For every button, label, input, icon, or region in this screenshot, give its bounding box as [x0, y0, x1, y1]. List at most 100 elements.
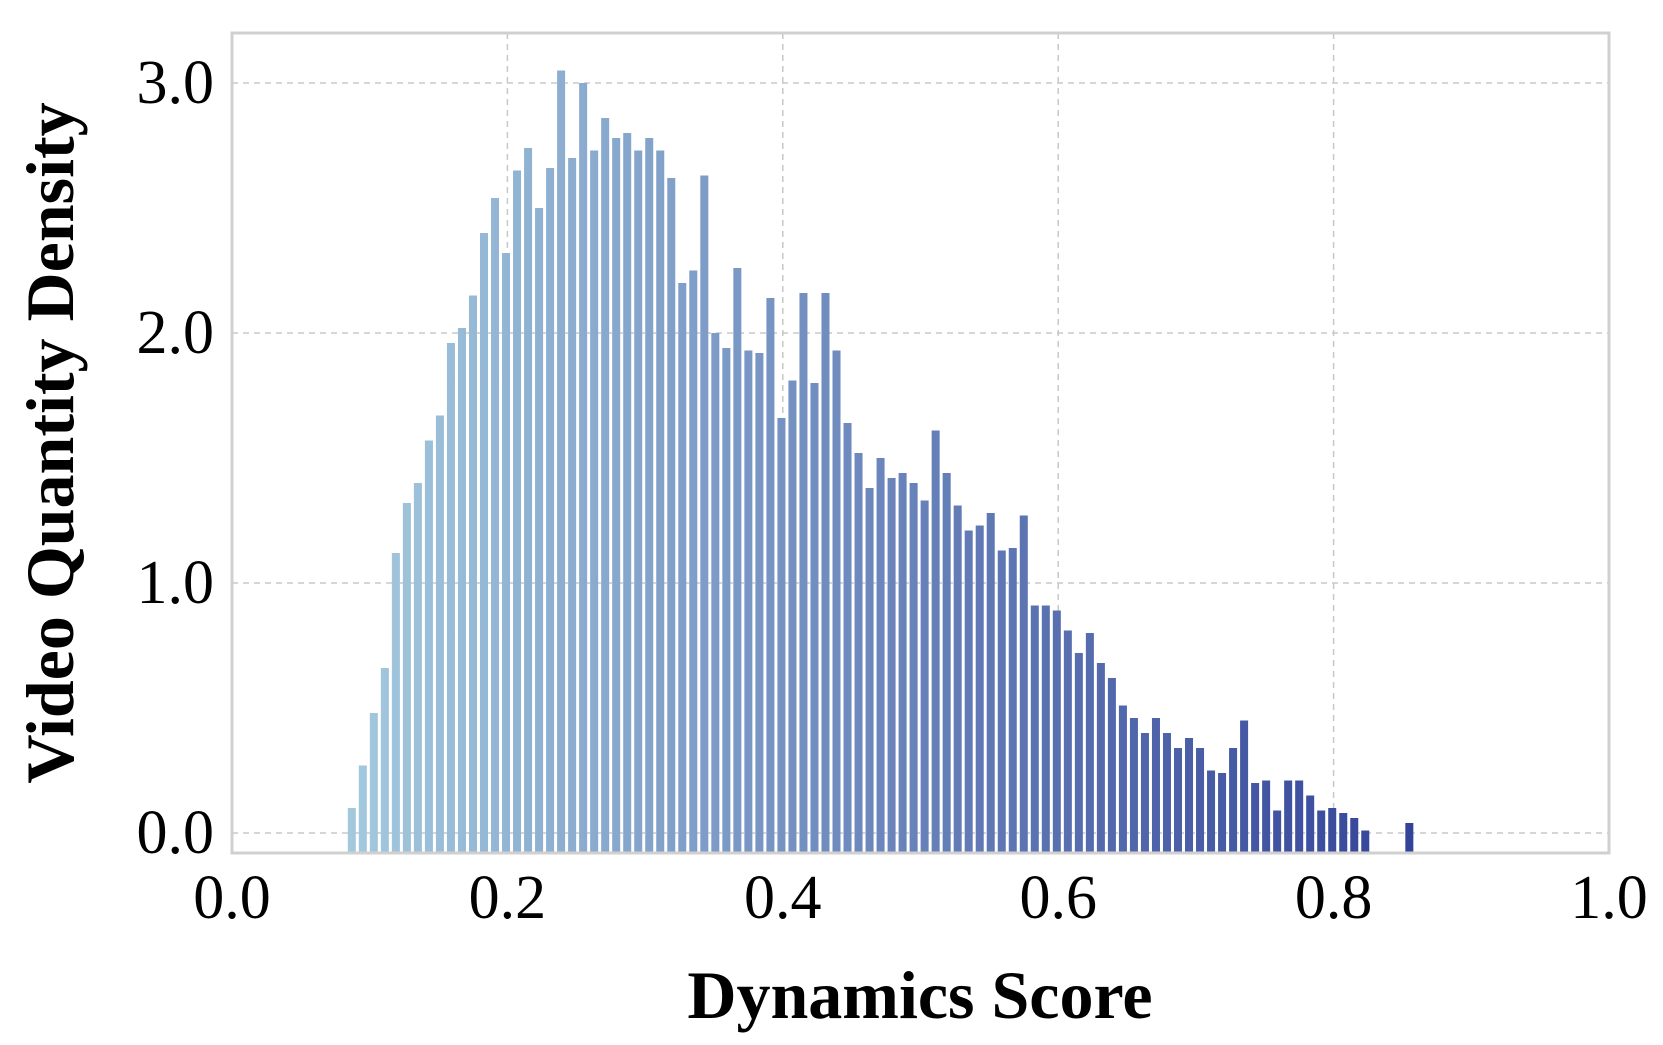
histogram-bar — [358, 765, 367, 853]
histogram-bar — [656, 150, 665, 853]
histogram-bar — [347, 808, 356, 853]
histogram-bar — [535, 208, 544, 853]
histogram-bar — [832, 350, 841, 853]
histogram-bar — [1273, 810, 1282, 853]
histogram-bar — [942, 473, 951, 853]
histogram-bar — [1030, 605, 1039, 853]
histogram-bar — [799, 293, 808, 853]
histogram-bar — [1162, 733, 1171, 853]
histogram-bar — [1129, 718, 1138, 853]
histogram-bar — [689, 270, 698, 853]
histogram-bar — [865, 488, 874, 853]
histogram-bar — [931, 430, 940, 853]
histogram-bar — [843, 423, 852, 853]
histogram-bar — [766, 298, 775, 853]
histogram-bar — [391, 553, 400, 853]
histogram-bar — [1173, 748, 1183, 853]
histogram-bar — [601, 118, 610, 853]
histogram-bar — [446, 343, 455, 853]
histogram-bar — [821, 293, 830, 853]
histogram-bar — [546, 168, 555, 853]
x-tick-label: 0.8 — [1295, 864, 1373, 932]
histogram-bar — [557, 70, 566, 853]
y-tick-labels: 0.0 1.0 2.0 3.0 — [137, 49, 215, 867]
y-axis-title: Video Quantity Density — [12, 102, 88, 783]
histogram-bar — [876, 458, 885, 853]
histogram-bar — [755, 353, 764, 853]
histogram-bar — [502, 253, 511, 853]
histogram-bar — [524, 148, 533, 853]
histogram-bar — [898, 473, 907, 853]
histogram-bar — [1295, 780, 1304, 853]
histogram-bar — [975, 525, 984, 853]
histogram-bar — [1284, 780, 1293, 853]
histogram-bar — [435, 415, 444, 853]
histogram-bar — [1306, 795, 1315, 853]
y-tick-label: 0.0 — [137, 799, 215, 867]
histogram-bar — [1107, 678, 1116, 853]
bars-group — [347, 70, 1414, 853]
histogram-bar — [920, 500, 929, 853]
y-tick-label: 1.0 — [137, 549, 215, 617]
histogram-bar — [986, 513, 995, 853]
histogram-bar — [909, 483, 918, 853]
histogram-bar — [369, 713, 378, 853]
histogram-bar — [1240, 720, 1249, 853]
histogram-bar — [1085, 633, 1094, 853]
histogram-bar — [1063, 630, 1072, 853]
histogram-bar — [413, 483, 422, 853]
histogram-bar — [634, 150, 643, 853]
histogram-bar — [700, 175, 709, 853]
x-tick-label: 0.0 — [193, 864, 271, 932]
histogram-bar — [1262, 780, 1271, 853]
histogram-bar — [402, 503, 411, 853]
x-tick-labels: 0.0 0.2 0.4 0.6 0.8 1.0 — [193, 864, 1648, 932]
histogram-bar — [1151, 718, 1160, 853]
histogram-bar — [568, 158, 577, 853]
x-tick-label: 0.6 — [1019, 864, 1097, 932]
histogram-bar — [468, 295, 477, 853]
histogram-bar — [1361, 830, 1370, 853]
histogram-bar — [744, 350, 753, 853]
histogram-bar — [953, 505, 962, 853]
histogram-bar — [722, 348, 731, 853]
histogram-bar — [1041, 605, 1050, 853]
histogram-bar — [513, 170, 522, 853]
y-tick-label: 2.0 — [137, 299, 215, 367]
histogram-bar — [1019, 515, 1028, 853]
y-tick-label: 3.0 — [137, 49, 215, 117]
histogram-bar — [997, 550, 1006, 853]
histogram-bar — [964, 530, 973, 853]
histogram-bar — [1008, 548, 1017, 853]
histogram-bar — [1196, 748, 1205, 853]
histogram-bar — [380, 668, 389, 853]
histogram-bar — [1140, 733, 1149, 853]
histogram-bar — [854, 453, 863, 853]
histogram-bar — [788, 380, 797, 853]
histogram-bar — [1118, 705, 1127, 853]
histogram-bar — [490, 198, 500, 853]
histogram-bar — [623, 133, 632, 853]
histogram-bar — [678, 283, 687, 853]
x-tick-label: 1.0 — [1570, 864, 1648, 932]
histogram-bar — [810, 383, 819, 853]
histogram-bar — [1229, 748, 1238, 853]
histogram-bar — [887, 478, 896, 853]
x-tick-label: 0.4 — [744, 864, 822, 932]
histogram-bar — [1328, 808, 1337, 853]
histogram-bar — [777, 418, 786, 853]
x-tick-label: 0.2 — [469, 864, 547, 932]
histogram-bar — [1317, 810, 1326, 853]
histogram-bar — [1405, 823, 1414, 853]
histogram-bar — [667, 178, 676, 853]
histogram-bar — [645, 138, 654, 853]
histogram-bar — [1185, 738, 1194, 853]
x-axis-title: Dynamics Score — [687, 957, 1152, 1033]
histogram-bar — [457, 328, 466, 853]
histogram-bar — [579, 83, 588, 853]
histogram-bar — [733, 268, 742, 853]
histogram-bar — [590, 150, 599, 853]
histogram-bar — [1074, 653, 1083, 853]
